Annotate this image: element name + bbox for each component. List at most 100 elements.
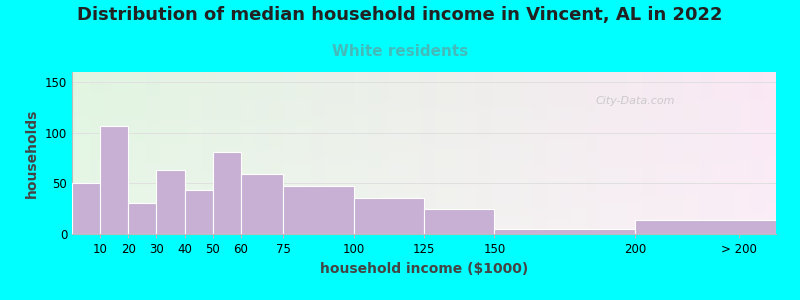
Bar [691, 72, 695, 234]
Bar [72, 212, 776, 213]
Bar [213, 72, 216, 234]
Bar [72, 183, 776, 184]
Bar [498, 72, 502, 234]
Bar [730, 72, 734, 234]
Bar [72, 162, 776, 163]
Bar [72, 182, 776, 183]
Bar [72, 160, 776, 161]
Bar [72, 192, 776, 193]
Bar [72, 195, 776, 196]
Bar [734, 72, 738, 234]
Bar [466, 72, 470, 234]
Bar [456, 72, 459, 234]
Bar [72, 96, 776, 97]
Bar [751, 72, 755, 234]
Bar [72, 122, 776, 123]
Bar [227, 72, 230, 234]
Bar [72, 90, 776, 91]
Bar [72, 134, 776, 135]
Bar [537, 72, 540, 234]
Bar [72, 204, 776, 205]
Bar [72, 88, 776, 89]
Bar [522, 72, 526, 234]
Bar [702, 72, 706, 234]
Bar [72, 187, 776, 188]
Bar [72, 161, 776, 162]
Bar [72, 108, 776, 109]
Bar [698, 72, 702, 234]
Bar [386, 72, 389, 234]
Bar [93, 72, 97, 234]
Bar [72, 159, 776, 160]
Bar [304, 72, 308, 234]
Bar [72, 163, 776, 164]
Bar [509, 72, 512, 234]
Bar [635, 220, 776, 234]
Bar [755, 72, 758, 234]
Bar [86, 72, 90, 234]
Bar [72, 153, 776, 154]
Bar [713, 72, 716, 234]
Bar [663, 72, 667, 234]
Bar [744, 72, 748, 234]
Bar [635, 72, 638, 234]
Bar [72, 146, 776, 147]
Bar [685, 72, 688, 234]
Bar [72, 197, 776, 198]
Bar [625, 72, 628, 234]
Bar [72, 223, 776, 224]
Bar [72, 82, 776, 83]
Bar [72, 116, 776, 117]
Bar [709, 72, 713, 234]
Bar [550, 72, 554, 234]
Bar [72, 117, 776, 118]
Bar [72, 202, 776, 203]
Bar [72, 219, 776, 220]
Bar [748, 72, 751, 234]
Bar [720, 72, 723, 234]
Bar [526, 72, 530, 234]
Bar [72, 91, 776, 92]
Bar [326, 72, 329, 234]
Bar [322, 72, 326, 234]
Bar [72, 222, 776, 223]
Bar [562, 72, 565, 234]
Bar [241, 72, 245, 234]
Bar [72, 172, 776, 173]
Bar [72, 218, 776, 219]
Bar [72, 211, 776, 212]
Bar [424, 209, 494, 234]
Bar [311, 72, 315, 234]
Bar [72, 112, 776, 113]
Bar [459, 72, 462, 234]
Bar [72, 166, 776, 167]
Bar [72, 127, 776, 128]
Bar [593, 72, 597, 234]
Bar [72, 206, 776, 207]
Bar [185, 190, 213, 234]
Bar [269, 72, 273, 234]
Bar [484, 72, 487, 234]
Bar [255, 72, 258, 234]
Bar [72, 129, 776, 130]
Bar [72, 224, 776, 225]
Bar [568, 72, 572, 234]
Bar [72, 173, 776, 174]
Bar [695, 72, 698, 234]
Bar [160, 72, 163, 234]
Bar [72, 95, 776, 96]
Bar [653, 72, 656, 234]
Bar [248, 72, 251, 234]
Bar [421, 72, 424, 234]
Bar [72, 94, 776, 95]
Bar [72, 143, 776, 144]
Bar [688, 72, 691, 234]
Bar [192, 72, 195, 234]
Text: Distribution of median household income in Vincent, AL in 2022: Distribution of median household income … [78, 6, 722, 24]
Bar [72, 156, 776, 157]
Bar [72, 168, 776, 169]
Bar [600, 72, 603, 234]
Bar [741, 72, 744, 234]
Bar [72, 150, 776, 151]
Bar [72, 231, 776, 232]
